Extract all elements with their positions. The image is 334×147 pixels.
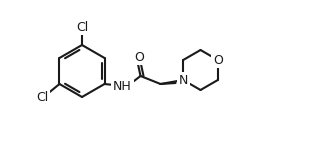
Text: NH: NH	[113, 80, 132, 92]
Text: O: O	[134, 51, 144, 64]
Text: Cl: Cl	[76, 20, 88, 34]
Text: Cl: Cl	[36, 91, 49, 103]
Text: O: O	[213, 54, 223, 66]
Text: N: N	[178, 74, 188, 86]
